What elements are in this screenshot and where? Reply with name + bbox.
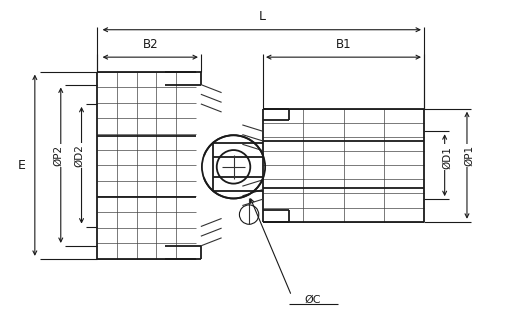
Text: B1: B1 — [336, 38, 351, 51]
Text: L: L — [258, 10, 265, 23]
Text: ØD1: ØD1 — [442, 146, 452, 168]
Text: E: E — [18, 159, 26, 172]
Text: ØC: ØC — [304, 295, 320, 305]
Text: B2: B2 — [142, 38, 158, 51]
Text: ØD2: ØD2 — [74, 144, 84, 167]
Text: ØP2: ØP2 — [53, 145, 63, 166]
Text: ØP1: ØP1 — [465, 145, 475, 166]
